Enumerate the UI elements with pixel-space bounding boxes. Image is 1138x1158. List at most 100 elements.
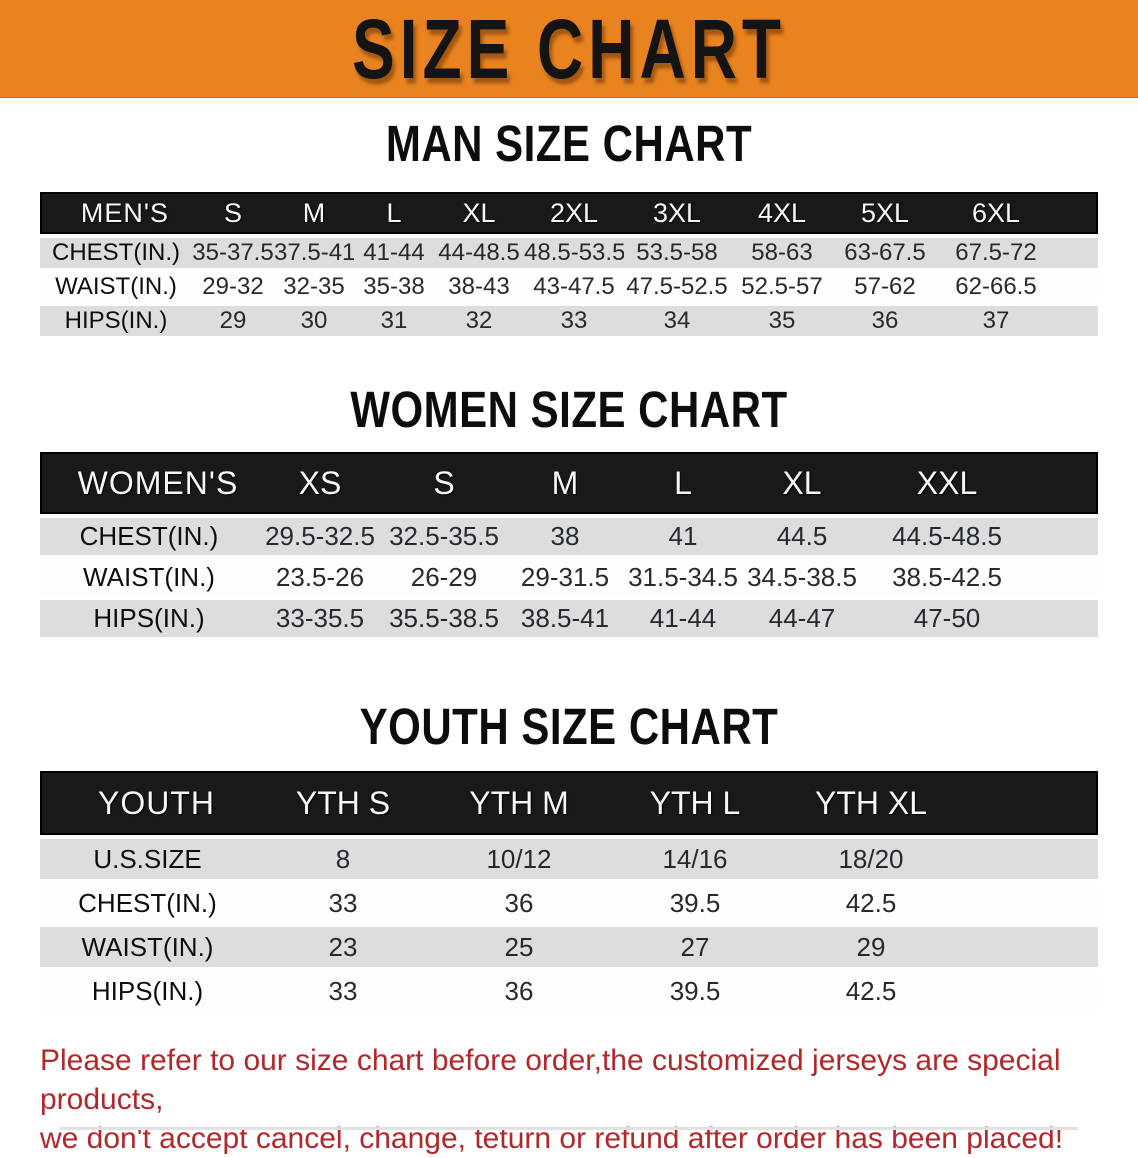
size-chart-banner: SIZE CHART: [0, 0, 1138, 98]
value-cell: 44.5: [742, 518, 862, 555]
value-cell: 34.5-38.5: [742, 559, 862, 596]
value-cell: 38: [506, 518, 624, 555]
youth-col-header-yth-s: YTH S: [255, 771, 431, 835]
women-col-header-s: S: [382, 452, 506, 514]
women-section-heading: WOMEN SIZE CHART: [0, 381, 1138, 438]
women-hips-row: HIPS(IN.) 33-35.5 35.5-38.5 38.5-41 41-4…: [40, 600, 1098, 637]
women-col-header-m: M: [506, 452, 624, 514]
women-header-row: WOMEN'S XS S M L XL XXL: [40, 452, 1098, 514]
value-cell: 33-35.5: [258, 600, 382, 637]
value-cell: 42.5: [783, 883, 959, 923]
value-cell: 57-62: [834, 272, 936, 302]
value-cell: 33: [524, 306, 624, 336]
men-col-header-l: L: [354, 192, 434, 234]
men-section-heading: MAN SIZE CHART: [0, 115, 1138, 172]
spacer-cell: [1056, 238, 1098, 268]
youth-heading-text: YOUTH SIZE CHART: [359, 697, 779, 756]
value-cell: 39.5: [607, 883, 783, 923]
row-label: HIPS(IN.): [40, 306, 192, 336]
men-heading-text: MAN SIZE CHART: [385, 114, 753, 173]
value-cell: 37: [936, 306, 1056, 336]
youth-corner-label: YOUTH: [40, 771, 255, 835]
row-label: WAIST(IN.): [40, 272, 192, 302]
spacer-cell: [959, 883, 1098, 923]
value-cell: 35-37.5: [192, 238, 274, 268]
value-cell: 32: [434, 306, 524, 336]
bottom-edge-line: [60, 1127, 1078, 1130]
value-cell: 31: [354, 306, 434, 336]
value-cell: 44-47: [742, 600, 862, 637]
spacer-cell: [959, 839, 1098, 879]
youth-hips-row: HIPS(IN.) 33 36 39.5 42.5: [40, 971, 1098, 1011]
value-cell: 38-43: [434, 272, 524, 302]
value-cell: 30: [274, 306, 354, 336]
disclaimer-line-2: we don't accept cancel, change, teturn o…: [40, 1122, 1064, 1155]
value-cell: 35: [730, 306, 834, 336]
value-cell: 62-66.5: [936, 272, 1056, 302]
youth-waist-row: WAIST(IN.) 23 25 27 29: [40, 927, 1098, 967]
row-label: CHEST(IN.): [40, 238, 192, 268]
value-cell: 63-67.5: [834, 238, 936, 268]
value-cell: 33: [255, 971, 431, 1011]
value-cell: 42.5: [783, 971, 959, 1011]
women-col-header-xxl: XXL: [862, 452, 1032, 514]
men-corner-label: MEN'S: [40, 192, 192, 234]
men-col-header-5xl: 5XL: [834, 192, 936, 234]
value-cell: 35-38: [354, 272, 434, 302]
youth-ussize-row: U.S.SIZE 8 10/12 14/16 18/20: [40, 839, 1098, 879]
value-cell: 44-48.5: [434, 238, 524, 268]
women-waist-row: WAIST(IN.) 23.5-26 26-29 29-31.5 31.5-34…: [40, 559, 1098, 596]
value-cell: 14/16: [607, 839, 783, 879]
row-label: U.S.SIZE: [40, 839, 255, 879]
value-cell: 36: [431, 883, 607, 923]
spacer-cell: [1032, 600, 1098, 637]
men-col-header-4xl: 4XL: [730, 192, 834, 234]
row-label: CHEST(IN.): [40, 883, 255, 923]
spacer-cell: [959, 771, 1098, 835]
men-col-header-3xl: 3XL: [624, 192, 730, 234]
youth-col-header-yth-m: YTH M: [431, 771, 607, 835]
value-cell: 44.5-48.5: [862, 518, 1032, 555]
men-col-header-s: S: [192, 192, 274, 234]
value-cell: 39.5: [607, 971, 783, 1011]
women-col-header-l: L: [624, 452, 742, 514]
youth-header-row: YOUTH YTH S YTH M YTH L YTH XL: [40, 771, 1098, 835]
value-cell: 26-29: [382, 559, 506, 596]
men-chest-row: CHEST(IN.) 35-37.5 37.5-41 41-44 44-48.5…: [40, 238, 1098, 268]
value-cell: 36: [834, 306, 936, 336]
women-corner-label: WOMEN'S: [40, 452, 258, 514]
row-label: WAIST(IN.): [40, 927, 255, 967]
value-cell: 8: [255, 839, 431, 879]
youth-col-header-yth-xl: YTH XL: [783, 771, 959, 835]
value-cell: 58-63: [730, 238, 834, 268]
youth-chest-row: CHEST(IN.) 33 36 39.5 42.5: [40, 883, 1098, 923]
value-cell: 41-44: [624, 600, 742, 637]
spacer-cell: [1032, 559, 1098, 596]
value-cell: 37.5-41: [274, 238, 354, 268]
women-col-header-xl: XL: [742, 452, 862, 514]
row-label: HIPS(IN.): [40, 971, 255, 1011]
men-col-header-6xl: 6XL: [936, 192, 1056, 234]
row-label: WAIST(IN.): [40, 559, 258, 596]
youth-section-heading: YOUTH SIZE CHART: [0, 698, 1138, 755]
value-cell: 32.5-35.5: [382, 518, 506, 555]
men-header-row: MEN'S S M L XL 2XL 3XL 4XL 5XL 6XL: [40, 192, 1098, 234]
value-cell: 35.5-38.5: [382, 600, 506, 637]
value-cell: 27: [607, 927, 783, 967]
spacer-cell: [959, 971, 1098, 1011]
value-cell: 48.5-53.5: [524, 238, 624, 268]
value-cell: 23: [255, 927, 431, 967]
row-label: HIPS(IN.): [40, 600, 258, 637]
spacer-cell: [1056, 306, 1098, 336]
women-chest-row: CHEST(IN.) 29.5-32.5 32.5-35.5 38 41 44.…: [40, 518, 1098, 555]
men-waist-row: WAIST(IN.) 29-32 32-35 35-38 38-43 43-47…: [40, 272, 1098, 302]
women-size-table: WOMEN'S XS S M L XL XXL CHEST(IN.) 29.5-…: [40, 448, 1098, 641]
men-hips-row: HIPS(IN.) 29 30 31 32 33 34 35 36 37: [40, 306, 1098, 336]
men-col-header-m: M: [274, 192, 354, 234]
value-cell: 41-44: [354, 238, 434, 268]
value-cell: 38.5-42.5: [862, 559, 1032, 596]
spacer-cell: [1032, 518, 1098, 555]
value-cell: 29-31.5: [506, 559, 624, 596]
value-cell: 41: [624, 518, 742, 555]
row-label: CHEST(IN.): [40, 518, 258, 555]
